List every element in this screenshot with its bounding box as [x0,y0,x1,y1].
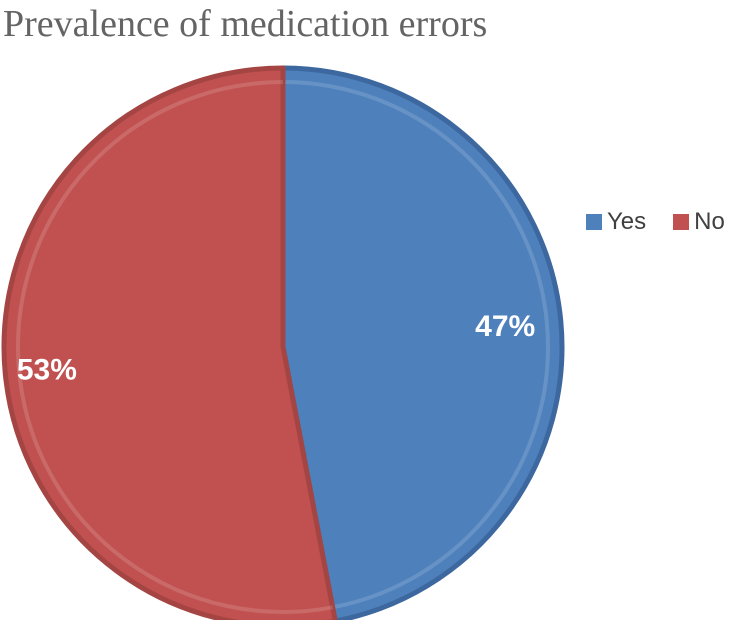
slice-bevel-highlight [16,80,334,614]
legend-item-yes: Yes [586,208,646,236]
legend-label-yes: Yes [607,208,647,235]
legend-swatch-no-icon [673,214,690,230]
chart-legend: Yes No [586,208,725,236]
legend-swatch-yes-icon [586,214,602,230]
slice-label-yes: 47% [475,310,535,343]
pie-slice-yes [280,65,565,620]
pie-slice-no [1,65,338,620]
chart-title: Prevalence of medication errors [3,3,488,45]
slice-label-no: 53% [17,353,77,386]
legend-item-no: No [673,208,725,236]
slice-bevel-highlight [282,80,550,610]
legend-label-no: No [694,208,725,235]
